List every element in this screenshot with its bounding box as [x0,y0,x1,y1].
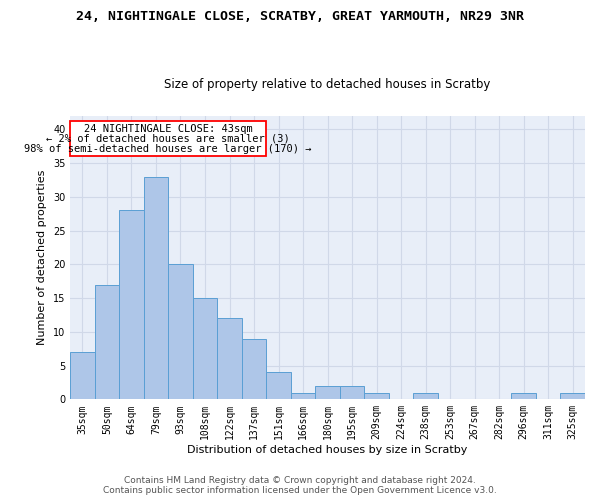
Bar [144,176,168,400]
Text: Contains HM Land Registry data © Crown copyright and database right 2024.
Contai: Contains HM Land Registry data © Crown c… [103,476,497,495]
Bar [119,210,144,400]
Text: 24 NIGHTINGALE CLOSE: 43sqm: 24 NIGHTINGALE CLOSE: 43sqm [84,124,253,134]
Bar [413,392,438,400]
Bar [242,338,266,400]
Bar [95,284,119,400]
Bar [217,318,242,400]
Bar [193,298,217,400]
Bar [168,264,193,400]
Bar [316,386,340,400]
Text: 98% of semi-detached houses are larger (170) →: 98% of semi-detached houses are larger (… [25,144,312,154]
Bar [511,392,536,400]
Bar [560,392,585,400]
Bar [364,392,389,400]
Y-axis label: Number of detached properties: Number of detached properties [37,170,47,345]
Bar [70,352,95,400]
X-axis label: Distribution of detached houses by size in Scratby: Distribution of detached houses by size … [187,445,468,455]
Text: ← 2% of detached houses are smaller (3): ← 2% of detached houses are smaller (3) [46,134,290,144]
Bar [291,392,316,400]
Title: Size of property relative to detached houses in Scratby: Size of property relative to detached ho… [164,78,491,91]
Bar [340,386,364,400]
Bar [266,372,291,400]
Text: 24, NIGHTINGALE CLOSE, SCRATBY, GREAT YARMOUTH, NR29 3NR: 24, NIGHTINGALE CLOSE, SCRATBY, GREAT YA… [76,10,524,23]
Bar [70,121,266,156]
